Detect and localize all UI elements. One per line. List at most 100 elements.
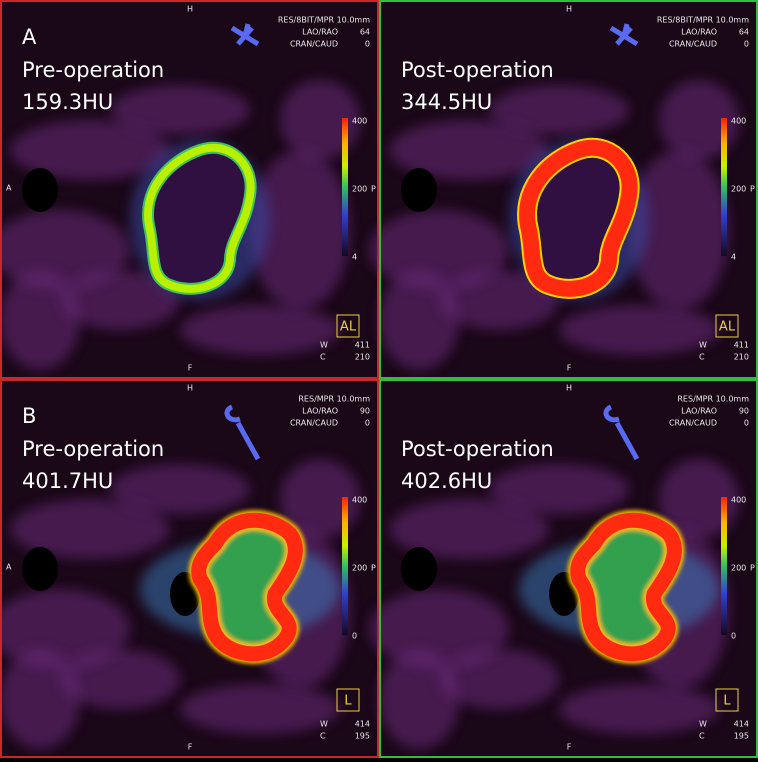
tissue [110,85,250,135]
colorbar-label: 400 [352,496,367,505]
tissue [401,547,437,591]
window-label: W [320,720,328,729]
tissue [0,589,130,669]
info-value: 90 [739,407,749,416]
view-box-label: L [344,694,352,709]
view-box [715,688,739,712]
tissue [180,684,340,734]
window-value: 195 [355,732,370,741]
view-box [336,314,360,338]
window-label: W [699,341,707,350]
colorbar-label: 0 [731,632,736,641]
colorbar-label: 200 [352,185,367,194]
tissue [0,210,130,290]
info-header: RES/MPR 10.0mm [677,395,749,404]
window-label: C [320,732,326,741]
view-box-label: L [723,694,731,709]
panel-border [379,0,758,379]
tissue [369,589,509,669]
info-value: 64 [739,28,749,37]
tissue [629,150,729,310]
orientation-bottom: F [567,743,572,752]
tissue [379,270,459,370]
panel-title: Post-operation [401,437,554,461]
colorbar-label: 200 [731,185,746,194]
panel-border [0,0,379,379]
info-value: 0 [365,419,370,428]
colorbar-label: 400 [731,117,746,126]
info-value: 90 [360,407,370,416]
tissue [0,649,80,749]
tissue [389,499,549,559]
panel-label: A [22,25,37,49]
tissue [559,684,719,734]
colorbar-label: 4 [731,253,736,262]
tissue [22,547,58,591]
kidney-cortex [144,143,255,293]
tissue [60,270,180,330]
tissue [10,120,170,180]
panel: Post-operation 344.5HU H F RES/8BIT/MPR 10.0… [369,0,758,379]
tissue [60,649,180,709]
panel: A Pre-operation 159.3HU H F A RES/8BIT/MPR 10.… [0,0,379,379]
panel: Post-operation 402.6HU H F RES/MPR 10.0mm LAO… [369,379,758,758]
orientation-bottom: F [188,364,193,373]
panel-title: Pre-operation [22,437,164,461]
orientation-bottom: F [567,364,572,373]
kidney-cortex [191,512,303,662]
orientation-icon [609,23,639,47]
tissue [559,305,719,355]
panel-label: B [22,404,36,428]
window-label: C [699,353,705,362]
tissue [401,168,437,212]
kidney-cortex [570,512,682,662]
window-value: 210 [355,353,370,362]
tissue [439,270,559,330]
orientation-top: H [566,384,572,393]
info-value: 64 [360,28,370,37]
info-label: CRAN/CAUD [669,419,717,428]
window-value: 411 [734,341,749,350]
info-label: LAO/RAO [302,407,338,416]
tissue [659,80,739,160]
colorbar-label: 400 [352,117,367,126]
colorbar-label: 0 [352,632,357,641]
hu-value: 159.3HU [22,90,113,114]
kidney-cortex [519,139,638,297]
tissue [379,649,459,749]
info-label: CRAN/CAUD [290,419,338,428]
hu-value: 344.5HU [401,90,492,114]
orientation-top: H [566,5,572,14]
window-value: 195 [734,732,749,741]
window-label: C [320,353,326,362]
colorbar-label: 200 [731,564,746,573]
tissue [439,649,559,709]
tissue [280,459,360,539]
tissue [389,120,549,180]
orientation-top: H [187,384,193,393]
info-value: 0 [744,419,749,428]
panel-title: Post-operation [401,58,554,82]
orientation-icon [224,404,261,461]
orientation-icon [603,404,640,461]
colorbar-label: 200 [352,564,367,573]
window-label: W [699,720,707,729]
orientation-bottom: F [188,743,193,752]
orientation-left: A [6,563,12,572]
info-value: 0 [744,40,749,49]
tissue [22,168,58,212]
info-label: LAO/RAO [302,28,338,37]
view-box-label: AL [340,320,357,335]
info-label: CRAN/CAUD [290,40,338,49]
orientation-left: A [6,184,12,193]
view-box [715,314,739,338]
info-header: RES/8BIT/MPR 10.0mm [657,16,749,25]
colorbar-label: 4 [352,253,357,262]
colorbar [342,497,348,635]
tissue [280,80,360,160]
tissue [0,270,80,370]
info-label: CRAN/CAUD [669,40,717,49]
info-header: RES/8BIT/MPR 10.0mm [278,16,370,25]
window-value: 411 [355,341,370,350]
